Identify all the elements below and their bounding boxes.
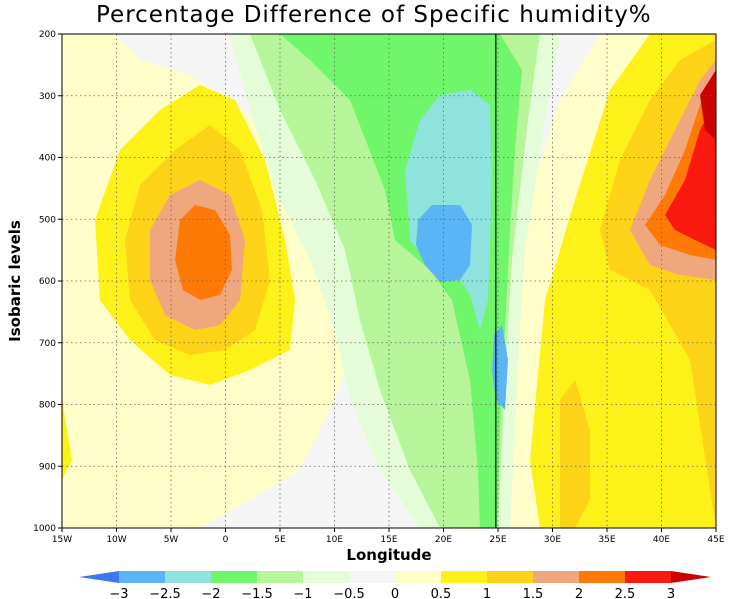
contour-1p5-south [560, 380, 590, 528]
grid-lines [62, 34, 716, 528]
contour-3p-east [700, 70, 716, 140]
colorbar-box [625, 571, 671, 583]
x-tick-label: 10E [326, 535, 343, 545]
colorbar-box [119, 571, 165, 583]
colorbar-box [211, 571, 257, 583]
colorbar: −3 −2.5 −2 −1.5 −1 −0.5 0 0.5 1 1.5 2 2.5 3 [79, 571, 711, 599]
colorbar-level-label: 0 [391, 587, 399, 599]
x-tick-label: 10W [106, 535, 126, 545]
x-tick-label: 20E [435, 535, 452, 545]
colorbar-box [441, 571, 487, 583]
colorbar-level-label: −2 [201, 587, 220, 599]
y-tick-label: 900 [39, 462, 56, 472]
x-tick-label: 30E [544, 535, 561, 545]
x-tick-label: 15W [52, 535, 72, 545]
colorbar-level-label: 0.5 [431, 587, 452, 599]
contour-3-east [665, 100, 716, 250]
x-tick-label: 25E [489, 535, 506, 545]
colorbar-level-label: −1.5 [241, 587, 273, 599]
x-axis-label: Longitude [346, 546, 431, 564]
colorbar-level-label: 1 [483, 587, 491, 599]
x-tick-label: 40E [653, 535, 670, 545]
colorbar-box [165, 571, 211, 583]
y-tick-label: 700 [39, 339, 56, 349]
colorbar-box [395, 571, 441, 583]
colorbar-box [349, 571, 395, 583]
colorbar-level-label: 2 [575, 587, 583, 599]
colorbar-level-label: 1.5 [523, 587, 544, 599]
x-tick-label: 15E [380, 535, 397, 545]
y-tick-label: 600 [39, 277, 56, 287]
colorbar-level-label: −0.5 [333, 587, 365, 599]
plot-area [61, 33, 717, 529]
colorbar-level-label: 2.5 [615, 587, 636, 599]
colorbar-box [303, 571, 349, 583]
y-axis-label: Isobaric levels [6, 220, 24, 342]
x-axis-ticks: 15W 10W 5W 0 5E 10E 15E 20E 25E 30E 35E 40E 45E [52, 528, 725, 545]
colorbar-level-label: −1 [293, 587, 312, 599]
x-tick-label: 5W [164, 535, 179, 545]
contour-1-south-west [62, 400, 72, 480]
contour-2p5-west [175, 205, 232, 300]
x-tick-label: 0 [223, 535, 229, 545]
x-tick-label: 35E [598, 535, 615, 545]
y-tick-label: 200 [39, 30, 56, 40]
y-axis-ticks: 200 300 400 500 600 700 800 900 1000 [33, 30, 62, 534]
y-tick-label: 400 [39, 154, 56, 164]
colorbar-box [487, 571, 533, 583]
colorbar-level-label: −2.5 [149, 587, 181, 599]
colorbar-level-label: −3 [109, 587, 128, 599]
contour-neg2p5 [416, 205, 472, 282]
colorbar-arrow-left [79, 571, 119, 583]
colorbar-level-label: 3 [667, 587, 675, 599]
y-tick-label: 800 [39, 401, 56, 411]
colorbar-box [579, 571, 625, 583]
colorbar-box [257, 571, 303, 583]
colorbar-box [533, 571, 579, 583]
y-tick-label: 300 [39, 92, 56, 102]
x-tick-label: 45E [707, 535, 724, 545]
chart-title: Percentage Difference of Specific humidi… [96, 2, 652, 28]
y-tick-label: 1000 [33, 524, 56, 534]
colorbar-arrow-right [671, 571, 711, 583]
y-tick-label: 500 [39, 215, 56, 225]
x-tick-label: 5E [274, 535, 286, 545]
